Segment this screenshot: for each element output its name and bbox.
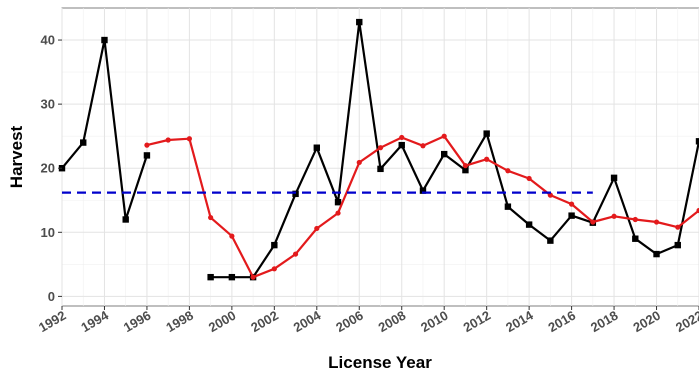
black-series-point (610, 174, 618, 182)
x-tick-label: 2002 (248, 308, 281, 335)
black-series-point (483, 130, 490, 137)
x-tick-label: 2000 (206, 308, 239, 335)
red-series-point (569, 201, 575, 207)
red-series-point (335, 210, 341, 216)
x-tick-label: 1992 (36, 308, 69, 335)
black-series-point (313, 144, 320, 151)
x-tick-label: 2020 (630, 308, 663, 335)
x-tick-label: 2022 (673, 308, 699, 335)
x-tick-label: 2012 (461, 308, 494, 335)
x-tick-label: 2016 (546, 308, 579, 335)
black-series-point (122, 216, 129, 223)
red-series-point (399, 134, 405, 141)
black-series-point (377, 165, 384, 173)
x-tick-label: 2006 (333, 308, 366, 335)
y-tick-label: 30 (41, 97, 55, 112)
y-axis-title: Harvest (7, 125, 26, 188)
black-series-point (101, 36, 108, 44)
x-tick-label: 1994 (78, 307, 111, 335)
black-series-point (356, 18, 363, 26)
black-series-point (143, 152, 151, 159)
red-series-point (377, 145, 384, 151)
x-tick-label: 2004 (291, 307, 324, 335)
x-tick-label: 1996 (121, 308, 154, 335)
red-series-point (356, 159, 362, 166)
black-series-point (228, 273, 236, 281)
black-series-point (653, 250, 660, 258)
x-tick-label: 2008 (376, 308, 409, 335)
x-tick-label: 2018 (588, 308, 621, 335)
black-series-line (210, 21, 699, 279)
red-series-point (271, 266, 277, 272)
black-series-point (674, 241, 681, 249)
y-tick-label: 20 (41, 161, 55, 176)
red-series-point (653, 219, 660, 225)
black-series-point (462, 166, 469, 174)
x-tick-label: 2014 (503, 307, 536, 335)
red-series-point (250, 274, 256, 280)
x-tick-label: 1998 (163, 308, 196, 335)
red-series-point (526, 175, 532, 182)
red-series-point (165, 137, 171, 143)
red-series-point (292, 251, 299, 257)
red-series-point (420, 143, 426, 149)
red-series-point (186, 136, 192, 142)
x-axis-title: License Year (328, 353, 432, 372)
black-series-point (398, 141, 405, 149)
series-layer (58, 18, 699, 281)
red-series-point (611, 213, 617, 219)
red-series-point (229, 233, 235, 239)
black-series-point (271, 241, 278, 249)
black-series-point (504, 203, 512, 210)
black-series-point (80, 139, 87, 146)
black-series-point (525, 221, 533, 228)
x-tick-label: 2010 (418, 308, 451, 335)
red-series-point (441, 133, 447, 139)
black-series-point (419, 187, 427, 194)
red-series-point (484, 156, 490, 162)
red-series-point (462, 163, 469, 169)
black-series-point (632, 235, 639, 242)
red-series-point (632, 216, 638, 223)
red-series-point (314, 225, 320, 232)
black-series-point (568, 212, 575, 219)
black-series-point (207, 273, 214, 281)
black-series-point (441, 150, 448, 158)
black-series-point (547, 237, 554, 244)
y-tick-label: 10 (41, 225, 55, 240)
black-series-point (334, 198, 342, 206)
red-series-point (675, 224, 681, 230)
red-series-point (590, 219, 596, 225)
red-series-point (547, 192, 553, 198)
red-series-point (208, 214, 214, 221)
y-tick-label: 0 (48, 289, 55, 304)
black-series-point (695, 138, 699, 145)
red-series-point (144, 142, 150, 148)
black-series-point (292, 190, 299, 198)
red-series-point (505, 168, 511, 174)
red-series-point (696, 207, 699, 214)
y-tick-label: 40 (41, 33, 55, 48)
